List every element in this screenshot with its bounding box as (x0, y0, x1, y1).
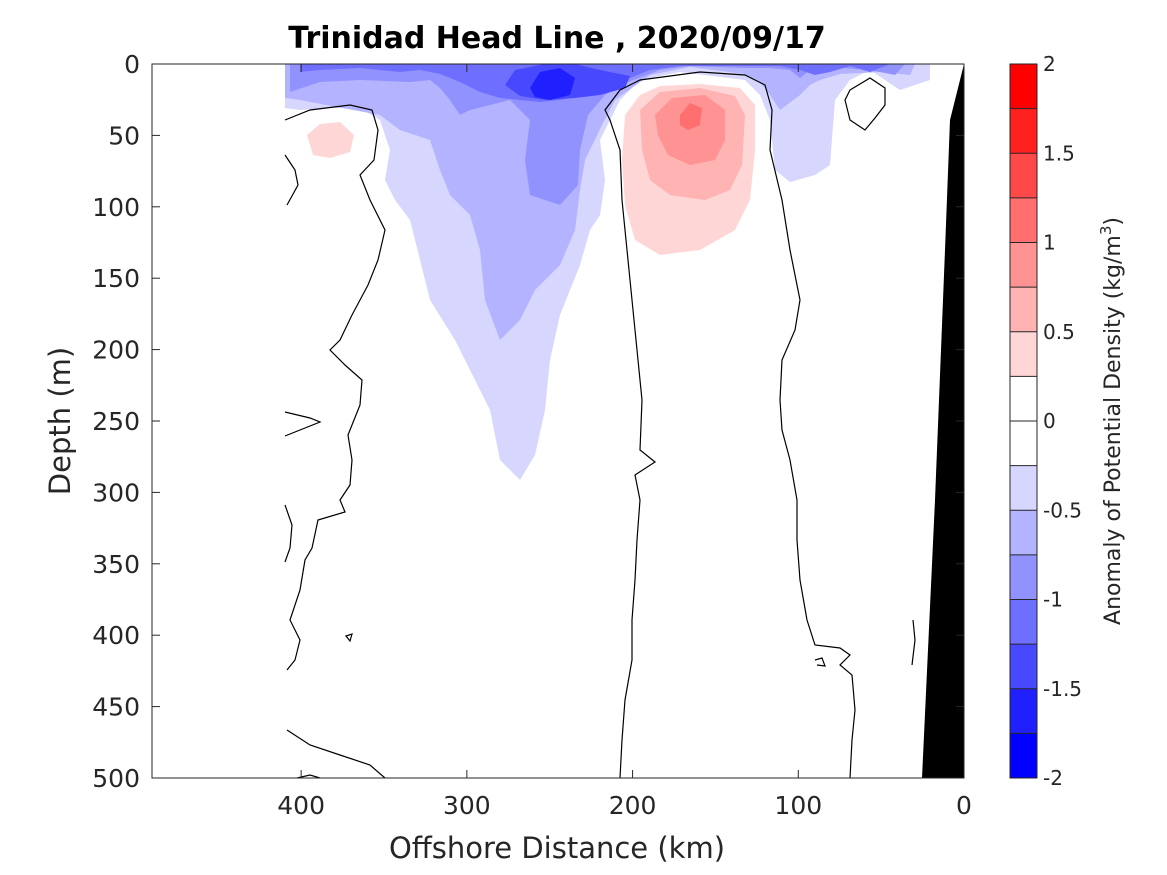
colorbar-label: Anomaly of Potential Density (kg/m3) (1097, 217, 1126, 625)
y-tick-label: 350 (92, 550, 140, 579)
zero-contour-west-5 (286, 729, 386, 778)
colorbar: 2 1.5 1 0.5 0 -0.5 -1 -1.5 -2 (1009, 52, 1082, 790)
colorbar-swatch (1010, 644, 1037, 689)
y-tick-label: 500 (92, 764, 140, 793)
colorbar-swatch (1010, 554, 1037, 600)
colorbar-swatch (1010, 421, 1037, 466)
x-axis-label: Offshore Distance (km) (389, 831, 725, 865)
colorbar-swatch (1010, 287, 1037, 332)
zero-contour-central (604, 71, 856, 778)
zero-contour-east-2 (814, 657, 826, 667)
zero-contour-west (284, 104, 386, 671)
zero-contour-west-7 (344, 633, 353, 643)
colorbar-swatch (1010, 688, 1037, 734)
colorbar-tick-label: 1.5 (1043, 141, 1075, 165)
colorbar-swatch (1010, 376, 1037, 421)
y-tick-label: 200 (92, 336, 140, 365)
contour-fill-plus-0.25-patch (307, 122, 354, 158)
colorbar-swatch (1010, 64, 1037, 109)
y-tick-label: 50 (108, 121, 140, 150)
y-tick-label: 300 (92, 478, 140, 507)
colorbar-swatch (1010, 465, 1037, 511)
zero-contour-west-4 (284, 504, 293, 563)
colorbar-tick-label: -2 (1043, 766, 1063, 790)
zero-contour-west-3 (284, 411, 322, 437)
colorbar-tick-label: 0.5 (1043, 320, 1075, 344)
colorbar-swatch (1010, 197, 1037, 243)
colorbar-swatch (1010, 108, 1037, 154)
zero-contour-loop (844, 77, 886, 131)
colorbar-tick-label: -0.5 (1043, 498, 1082, 522)
colorbar-tick-label: 2 (1043, 52, 1056, 76)
colorbar-label-main: Anomaly of Potential Density (kg/m (1101, 235, 1126, 625)
colorbar-tick-label: -1 (1043, 588, 1063, 612)
contour-fill-plus-1.0 (680, 103, 702, 130)
x-tick-label: 300 (443, 791, 491, 820)
colorbar-frame (1009, 63, 1038, 779)
y-tick-label: 0 (124, 50, 140, 79)
contour-fill-minus-0.5 (285, 64, 915, 340)
x-tick-label: 100 (774, 791, 822, 820)
colorbar-tick-label: -1.5 (1043, 677, 1082, 701)
y-tick-label: 150 (92, 264, 140, 293)
plot-area (152, 64, 964, 778)
chart-title: Trinidad Head Line , 2020/09/17 (288, 21, 825, 56)
bathymetry-seafloor (922, 64, 964, 778)
colorbar-label-superscript: 3 (1097, 226, 1115, 236)
colorbar-swatch (1010, 510, 1037, 555)
colorbar-swatch (1010, 733, 1037, 778)
y-axis: 0 50 100 150 200 250 300 350 400 450 500 (92, 50, 964, 793)
colorbar-swatch (1010, 153, 1037, 198)
zero-contour-east-1 (911, 619, 916, 666)
y-tick-label: 100 (92, 193, 140, 222)
x-axis: 400 300 200 100 0 (277, 64, 972, 820)
y-tick-label: 250 (92, 407, 140, 436)
y-tick-label: 450 (92, 693, 140, 722)
zero-contour-west-2 (284, 154, 299, 206)
colorbar-tick-label: 0 (1043, 409, 1056, 433)
contour-fill-plus-0.75 (655, 95, 725, 165)
colorbar-label-close: ) (1101, 217, 1126, 226)
colorbar-swatch (1010, 242, 1037, 288)
y-axis-label: Depth (m) (43, 347, 77, 495)
x-tick-label: 200 (609, 791, 657, 820)
y-tick-label: 400 (92, 621, 140, 650)
x-tick-label: 400 (277, 791, 325, 820)
filled-contours (285, 64, 930, 480)
colorbar-tick-label: 1 (1043, 231, 1056, 255)
colorbar-swatch (1010, 331, 1037, 377)
contour-fill-minus-1.5 (530, 68, 575, 100)
x-tick-label: 0 (956, 791, 972, 820)
colorbar-swatch (1010, 599, 1037, 645)
